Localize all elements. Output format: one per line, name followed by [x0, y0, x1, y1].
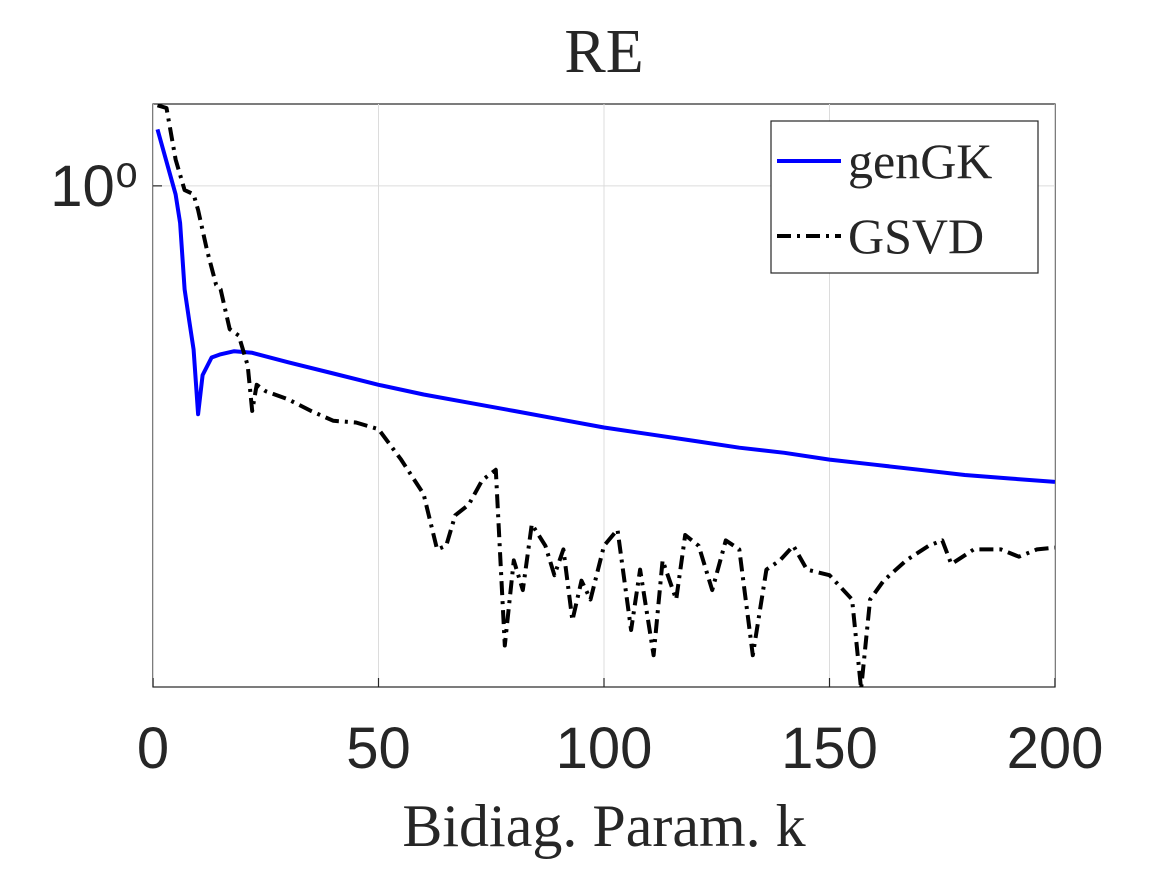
x-tick-label: 100 [556, 716, 653, 781]
x-tick-label: 0 [137, 716, 169, 781]
legend-label: GSVD [848, 208, 984, 264]
legend-label: genGK [848, 133, 992, 189]
legend-box [770, 120, 1039, 274]
chart-title: RE [564, 18, 643, 86]
x-axis-label: Bidiag. Param. k [402, 793, 805, 859]
x-tick-label: 150 [781, 716, 878, 781]
series-line [156, 104, 1055, 687]
x-tick-label: 200 [1007, 716, 1104, 781]
x-tick-label: 50 [346, 716, 411, 781]
y-tick-label: 10⁰ [50, 154, 138, 219]
series-line [155, 128, 1055, 484]
